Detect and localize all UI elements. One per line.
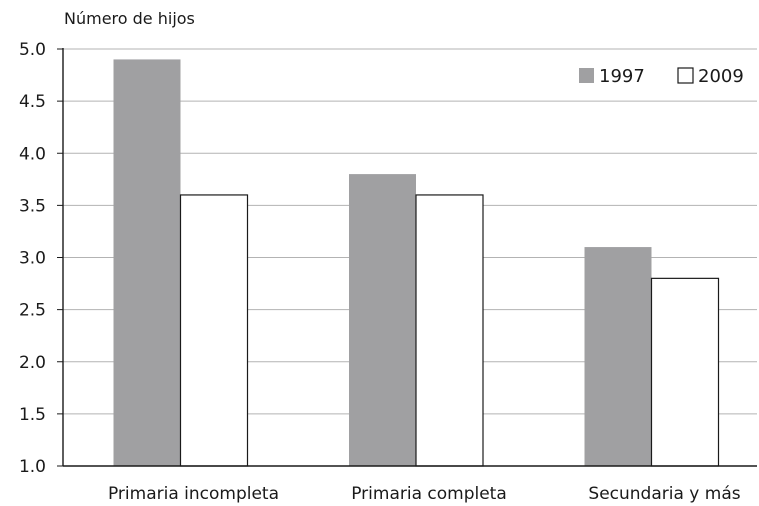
legend-swatch-2009	[677, 67, 694, 84]
category-label: Primaria incompleta	[108, 484, 279, 504]
y-tick-label: 2.0	[19, 353, 46, 373]
bar-2009-0	[179, 194, 249, 467]
y-tick-label: 4.5	[19, 92, 46, 112]
y-tick-labels: 1.0 1.5 2.0 2.5 3.0 3.5 4.0 4.5 5.0	[19, 40, 63, 477]
bar-1997-0	[113, 59, 181, 467]
y-tick-label: 3.5	[19, 196, 46, 216]
bar-2009-2	[650, 277, 720, 467]
y-tick-label: 3.0	[19, 249, 46, 269]
y-axis-title: Número de hijos	[64, 9, 195, 28]
legend-swatch-1997	[579, 68, 594, 83]
legend-label-1997: 1997	[599, 66, 645, 87]
category-label: Secundaria y más	[588, 484, 740, 504]
y-tick-label: 4.0	[19, 144, 46, 164]
bar-1997-2	[584, 247, 652, 466]
legend-label-2009: 2009	[698, 66, 744, 87]
y-tick-label: 5.0	[19, 40, 46, 60]
bar-1997-1	[349, 174, 416, 466]
axes	[62, 48, 757, 467]
legend: 1997 2009	[579, 66, 744, 87]
y-tick-label: 1.0	[19, 457, 46, 477]
bars	[113, 59, 720, 467]
bar-2009-1	[415, 194, 484, 467]
category-label: Primaria completa	[351, 484, 507, 504]
y-tick-label: 2.5	[19, 301, 46, 321]
y-tick-label: 1.5	[19, 405, 46, 425]
category-labels: Primaria incompleta Primaria completa Secu…	[108, 484, 741, 504]
